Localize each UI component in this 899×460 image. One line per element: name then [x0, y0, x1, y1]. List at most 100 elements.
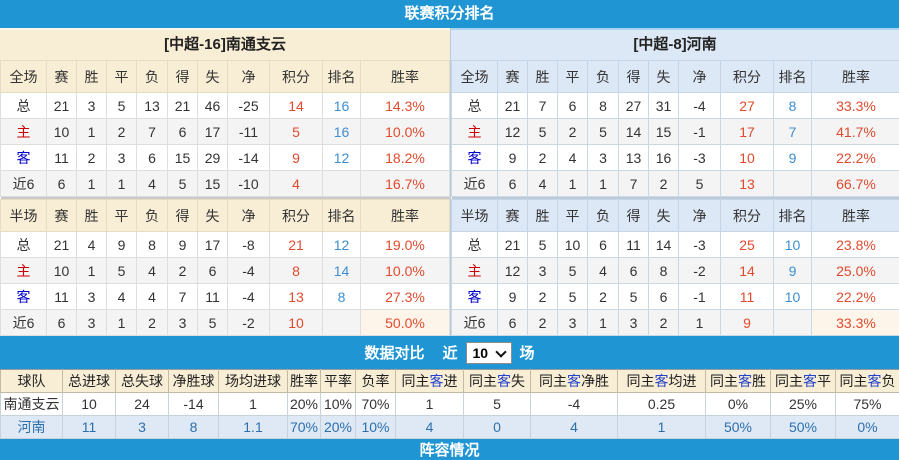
league-ranking-header: 联赛积分排名: [0, 0, 899, 28]
away-char-highlight: 客: [654, 373, 669, 389]
compare-column-header: 同主客净胜: [530, 369, 618, 393]
data-compare-title: 数据对比: [364, 345, 425, 362]
stats-row: 主 12 5 2 5 14 15 -1 17 7 41.7%: [451, 118, 899, 145]
column-header: 失: [648, 199, 679, 232]
stat-cell: 1: [106, 170, 137, 197]
stat-cell: 4: [106, 283, 137, 310]
compare-stat-cell: 24: [115, 392, 169, 416]
away-char-highlight: 客: [738, 373, 752, 389]
row-label: 近6: [0, 309, 47, 336]
stat-cell: 12: [497, 118, 528, 145]
stat-cell: 27.3%: [360, 283, 450, 310]
stat-cell: 11: [46, 283, 77, 310]
stat-cell: 3: [527, 257, 558, 284]
stat-cell: 21: [497, 92, 528, 119]
compare-column-header: 负率: [355, 369, 396, 393]
stat-cell: 5: [557, 257, 588, 284]
column-header: 赛: [497, 199, 528, 232]
compare-column-header: 同主客平: [770, 369, 836, 393]
home-team-stats-table: 全场赛胜平负得失净积分 排名 胜率总 21 3 5 13 21 46 -25 14 16 14.3% 主 1…: [0, 60, 450, 336]
stat-cell: 3: [587, 144, 619, 171]
stat-cell: 6: [618, 257, 649, 284]
stat-cell: 7: [618, 170, 649, 197]
stat-cell: 4: [557, 144, 588, 171]
column-header: 平: [106, 60, 137, 93]
stat-cell: 3: [557, 309, 588, 336]
stats-row: 主 12 3 5 4 6 8 -2 14 9 25.0%: [451, 257, 899, 284]
compare-stat-cell: 10%: [355, 415, 396, 439]
stat-cell: 4: [136, 257, 168, 284]
stat-cell: 1: [76, 118, 107, 145]
stat-cell: 12: [497, 257, 528, 284]
stat-cell: 13: [136, 92, 168, 119]
compare-stat-cell: 10%: [320, 392, 356, 416]
header-text: 同主: [539, 373, 567, 389]
column-header: 得: [618, 199, 649, 232]
away-char-highlight: 客: [429, 373, 444, 389]
stat-cell: 4: [269, 170, 323, 197]
stats-row: 近6 6 4 1 1 7 2 5 13 66.7%: [451, 170, 899, 197]
stat-cell: 5: [527, 231, 558, 258]
column-header: 负: [136, 199, 168, 232]
column-header: 平: [106, 199, 137, 232]
row-label: 总: [451, 92, 498, 119]
stat-cell: 1: [106, 309, 137, 336]
away-team-table: [中超-8]河南 全场赛胜平负得失净积分 排名 胜率总 21 7 6 8 27 31 -4 27 8 3…: [450, 28, 899, 336]
row-label: 主: [0, 257, 47, 284]
section-label: 半场: [451, 199, 498, 232]
column-header: 积分: [720, 199, 774, 232]
stat-cell: 2: [527, 144, 558, 171]
compare-stat-cell: 50%: [770, 415, 836, 439]
lineup-section-header: 阵容情况: [0, 439, 899, 460]
stat-cell: 9: [773, 257, 812, 284]
stat-cell: 31: [648, 92, 679, 119]
stat-cell: 3: [76, 283, 107, 310]
stat-cell: 41.7%: [811, 118, 899, 145]
compare-stat-cell: 75%: [835, 392, 899, 416]
column-header: 赛: [497, 60, 528, 93]
column-header: 得: [167, 60, 198, 93]
compare-stat-cell: 10: [62, 392, 116, 416]
stats-row: 主 10 1 5 4 2 6 -4 8 14 10.0%: [0, 257, 450, 284]
stat-cell: 21: [497, 231, 528, 258]
stat-cell: 8: [648, 257, 679, 284]
stat-cell: 2: [527, 309, 558, 336]
compare-row: 南通支云 10 24 -14 1 20% 10% 70% 1 5 -4 0.25 0% 25% 75%: [0, 392, 899, 416]
stat-cell: 5: [557, 283, 588, 310]
stat-cell: 1: [76, 257, 107, 284]
header-text: 场均进球: [225, 373, 281, 389]
home-team-title: [中超-16]南通支云: [0, 28, 450, 60]
column-header: 排名: [322, 199, 361, 232]
stat-cell: 29: [197, 144, 228, 171]
stat-cell: 3: [106, 144, 137, 171]
stats-row: 客 9 2 5 2 5 6 -1 11 10 22.2%: [451, 283, 899, 310]
recent-matches-select[interactable]: 10: [465, 341, 512, 364]
section-separator-cell: [0, 196, 450, 200]
stat-cell: 50.0%: [360, 309, 450, 336]
row-label: 客: [0, 144, 47, 171]
stat-cell: 17: [197, 118, 228, 145]
header-text: 总进球: [68, 373, 110, 389]
stat-cell: 1: [587, 309, 619, 336]
stat-cell: 3: [76, 309, 107, 336]
stat-cell: 5: [106, 92, 137, 119]
stats-header-row: 半场赛胜平负得失净积分 排名 胜率: [0, 199, 450, 232]
stat-cell: 25: [720, 231, 774, 258]
stat-cell: 4: [136, 170, 168, 197]
column-header: 失: [197, 199, 228, 232]
stat-cell: 10: [269, 309, 323, 336]
header-text: 负率: [361, 373, 390, 389]
header-text: 平: [817, 373, 831, 389]
compare-row: 河南 11 3 8 1.1 70% 20% 10% 4 0 4 1 50% 50% 0%: [0, 415, 899, 439]
stat-cell: 66.7%: [811, 170, 899, 197]
column-header: 胜率: [811, 60, 899, 93]
stat-cell: 12: [322, 144, 361, 171]
stat-cell: 2: [527, 283, 558, 310]
stat-cell: 2: [106, 118, 137, 145]
column-header: 胜: [527, 60, 558, 93]
stat-cell: 1: [76, 170, 107, 197]
stat-cell: 4: [527, 170, 558, 197]
header-text: 胜: [752, 373, 766, 389]
stat-cell: 18.2%: [360, 144, 450, 171]
stat-cell: 6: [167, 118, 198, 145]
